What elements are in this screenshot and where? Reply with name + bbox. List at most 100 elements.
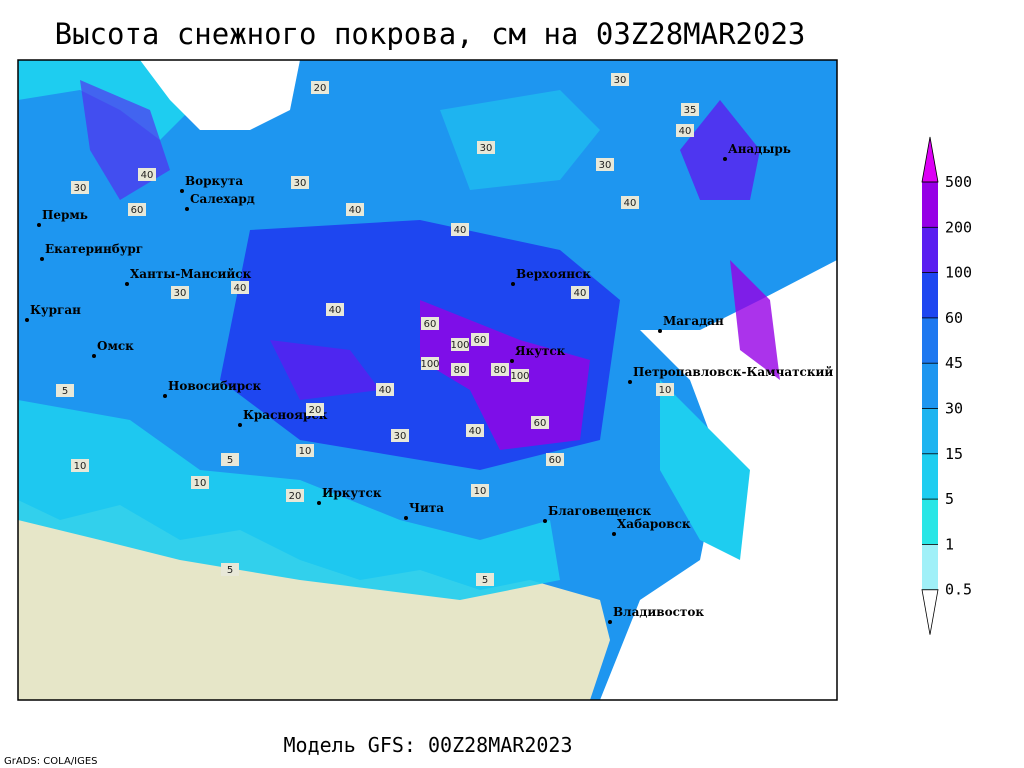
- colorbar-segment: [922, 363, 938, 409]
- contour-label-bg: [477, 141, 495, 154]
- city-dot: [37, 223, 41, 227]
- contour-label-bg: [421, 357, 439, 370]
- city-label: Воркута: [185, 174, 243, 188]
- contour-label: 30: [74, 183, 87, 194]
- colorbar-label: 60: [945, 309, 963, 327]
- colorbar-segment: [922, 272, 938, 318]
- city-dot: [163, 394, 167, 398]
- contour-label-bg: [286, 489, 304, 502]
- contour-label: 10: [474, 486, 487, 497]
- colorbar-label: 100: [945, 264, 972, 282]
- colorbar-cap: [921, 589, 939, 635]
- city-dot: [510, 359, 514, 363]
- contour-label: 20: [314, 83, 327, 94]
- city-dot: [40, 257, 44, 261]
- contour-label: 60: [474, 335, 487, 346]
- contour-label: 10: [74, 461, 87, 472]
- city-label: Пермь: [42, 208, 88, 222]
- contour-label-bg: [191, 476, 209, 489]
- city-label: Хабаровск: [617, 517, 691, 531]
- colorbar-segment: [922, 317, 938, 364]
- contour-label: 5: [227, 565, 233, 576]
- colorbar-label: 5: [945, 490, 954, 508]
- contour-label-bg: [71, 459, 89, 472]
- city-dot: [404, 516, 408, 520]
- contour-label-bg: [571, 286, 589, 299]
- contour-label: 40: [679, 126, 692, 137]
- city-label: Петропавловск-Камчатский: [633, 365, 833, 379]
- contour-label: 80: [494, 365, 507, 376]
- city-dot: [185, 207, 189, 211]
- contour-label: 40: [624, 198, 637, 209]
- contour-label: 30: [394, 431, 407, 442]
- city-label: Курган: [30, 303, 81, 317]
- city-dot: [180, 189, 184, 193]
- contour-label: 5: [227, 455, 233, 466]
- colorbar-segment: [922, 408, 938, 454]
- contour-label: 5: [482, 575, 488, 586]
- contour-label-bg: [451, 363, 469, 376]
- city-label: Омск: [97, 339, 134, 353]
- contour-label: 80: [454, 365, 467, 376]
- colorbar-segment: [922, 499, 938, 545]
- colorbar-label: 30: [945, 400, 963, 418]
- colorbar-cap: [921, 136, 939, 183]
- contour-label-bg: [466, 424, 484, 437]
- contour-label: 60: [549, 455, 562, 466]
- colorbar-label: 500: [945, 173, 972, 191]
- colorbar-segment: [922, 182, 938, 228]
- city-label: Ханты-Мансийск: [130, 267, 252, 281]
- contour-label: 40: [469, 426, 482, 437]
- city-label: Владивосток: [613, 605, 704, 619]
- contour-label: 5: [62, 386, 68, 397]
- contour-label: 40: [329, 305, 342, 316]
- city-dot: [628, 380, 632, 384]
- city-label: Иркутск: [322, 486, 382, 500]
- contour-label-bg: [476, 573, 494, 586]
- contour-label-bg: [451, 223, 469, 236]
- city-label: Благовещенск: [548, 504, 652, 518]
- contour-label-bg: [391, 429, 409, 442]
- contour-label-bg: [231, 281, 249, 294]
- colorbar-label: 0.5: [945, 581, 972, 599]
- colorbar-segment: [922, 227, 938, 273]
- contour-label: 60: [424, 319, 437, 330]
- contour-label-bg: [421, 317, 439, 330]
- contour-label: 10: [659, 385, 672, 396]
- colorbar-label: 15: [945, 445, 963, 463]
- contour-label-bg: [531, 416, 549, 429]
- contour-label-bg: [376, 383, 394, 396]
- contour-label: 30: [599, 160, 612, 171]
- contour-label-bg: [346, 203, 364, 216]
- credit: GrADS: COLA/IGES: [4, 756, 98, 767]
- colorbar-label: 200: [945, 218, 972, 236]
- contour-label-bg: [621, 196, 639, 209]
- contour-label-bg: [171, 286, 189, 299]
- colorbar-label: 45: [945, 354, 963, 372]
- contour-label: 30: [614, 75, 627, 86]
- contour-label-bg: [221, 563, 239, 576]
- contour-label: 35: [684, 105, 697, 116]
- contour-label: 40: [379, 385, 392, 396]
- colorbar-label: 1: [945, 535, 954, 553]
- contour-label: 40: [141, 170, 154, 181]
- contour-label: 30: [174, 288, 187, 299]
- contour-label-bg: [326, 303, 344, 316]
- city-dot: [511, 282, 515, 286]
- contour-label-bg: [291, 176, 309, 189]
- contour-label-bg: [681, 103, 699, 116]
- contour-label-bg: [221, 453, 239, 466]
- contour-label-bg: [451, 338, 469, 351]
- contour-label-bg: [511, 369, 529, 382]
- city-dot: [723, 157, 727, 161]
- contour-label-bg: [71, 181, 89, 194]
- contour-label: 100: [450, 340, 469, 351]
- city-dot: [608, 620, 612, 624]
- contour-label-bg: [128, 203, 146, 216]
- contour-label: 60: [131, 205, 144, 216]
- contour-label: 10: [299, 446, 312, 457]
- contour-label-bg: [296, 444, 314, 457]
- footer: Модель GFS: 00Z28MAR2023: [284, 733, 573, 757]
- city-label: Екатеринбург: [45, 242, 143, 256]
- colorbar-segment: [922, 544, 938, 590]
